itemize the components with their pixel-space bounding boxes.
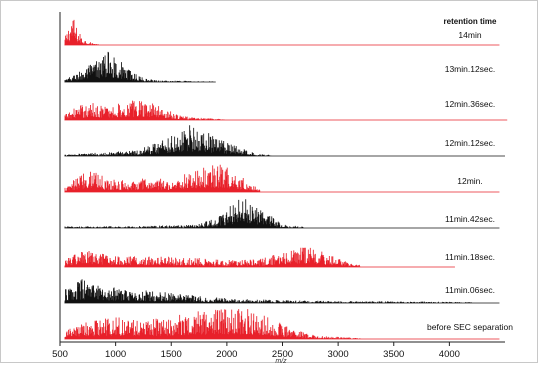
x-tick-label: 1000 xyxy=(105,349,126,360)
trace-label: 11min.06sec. xyxy=(445,285,495,295)
trace-label: 12min.36sec. xyxy=(445,99,496,109)
trace-label: 12min. xyxy=(457,176,483,186)
trace-label: 13min.12sec. xyxy=(445,64,496,74)
spectrum-peaks xyxy=(64,279,472,303)
spectrum-peaks xyxy=(64,199,304,228)
x-tick-label: 2500 xyxy=(272,349,293,360)
spectrum-peaks xyxy=(64,247,361,267)
x-tick-label: 4000 xyxy=(439,349,460,360)
x-axis-label: m/z xyxy=(275,358,287,365)
spectrum-trace xyxy=(64,19,500,46)
trace-label: 11min.42sec. xyxy=(445,214,495,224)
x-axis: 500 1000 1500 2000 2500 3000 3500 4000 xyxy=(52,12,505,360)
x-tick-label: 2000 xyxy=(216,349,237,360)
spectrum-peaks xyxy=(64,164,261,192)
trace-label: before SEC separation xyxy=(427,322,513,332)
spectrum-trace xyxy=(64,125,505,157)
spectrum-peaks xyxy=(64,125,272,156)
trace-label: 14min xyxy=(458,30,481,40)
spectra-traces xyxy=(64,19,508,340)
x-tick-label: 1500 xyxy=(161,349,182,360)
spectrum-trace xyxy=(64,247,455,268)
spectrum-trace xyxy=(64,51,216,83)
x-tick-label: 500 xyxy=(52,349,68,360)
spectrum-peaks xyxy=(64,51,214,82)
x-tick-label: 3000 xyxy=(328,349,349,360)
spectrum-trace xyxy=(64,164,500,193)
spectrum-trace xyxy=(64,199,500,229)
legend-title: retention time xyxy=(444,17,497,26)
spectrum-peaks xyxy=(64,19,99,45)
trace-label: 12min.12sec. xyxy=(445,138,496,148)
spectrum-trace xyxy=(64,100,508,121)
x-tick-label: 3500 xyxy=(383,349,404,360)
spectrum-trace xyxy=(64,279,500,304)
trace-labels: 14min 13min.12sec. 12min.36sec. 12min.12sec… xyxy=(427,30,513,332)
trace-label: 11min.18sec. xyxy=(445,252,495,262)
spectrum-peaks xyxy=(64,100,225,120)
spectrum-trace xyxy=(64,309,500,340)
spectrum-peaks xyxy=(64,309,361,339)
